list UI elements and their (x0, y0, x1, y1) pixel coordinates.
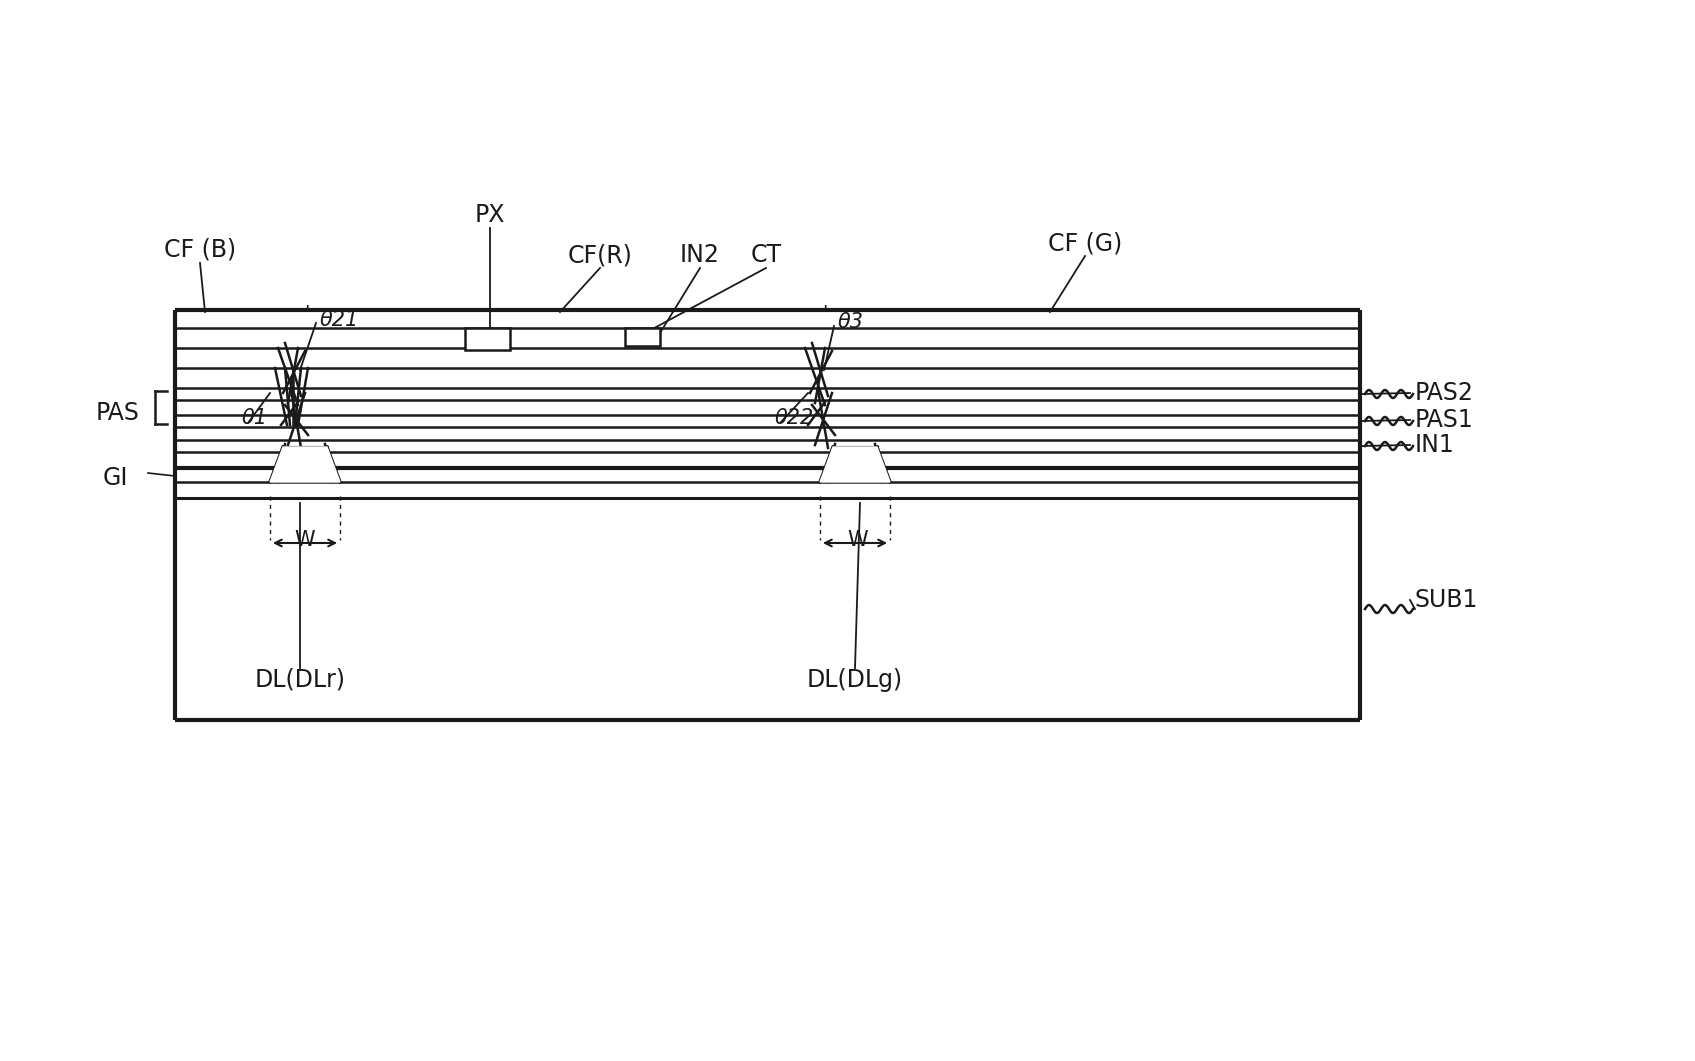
Text: W: W (848, 530, 868, 550)
Polygon shape (820, 447, 890, 482)
Text: W: W (295, 530, 315, 550)
Text: IN1: IN1 (1415, 433, 1454, 457)
Text: ': ' (822, 305, 827, 324)
Text: DL(DLr): DL(DLr) (254, 668, 346, 692)
Text: PAS: PAS (97, 401, 141, 425)
Text: CF(R): CF(R) (568, 243, 632, 267)
Text: SUB1: SUB1 (1415, 588, 1478, 612)
Text: θ22: θ22 (775, 408, 814, 428)
Text: θ1: θ1 (242, 408, 268, 428)
Text: ': ' (305, 303, 310, 323)
Text: CT: CT (751, 243, 781, 267)
Text: PAS2: PAS2 (1415, 381, 1475, 405)
Text: DL(DLg): DL(DLg) (807, 668, 903, 692)
Text: θ3: θ3 (837, 312, 864, 332)
Text: IN2: IN2 (680, 243, 720, 267)
Text: PX: PX (475, 203, 505, 227)
Polygon shape (270, 447, 341, 482)
Bar (464, 328, 510, 350)
Text: θ21: θ21 (320, 310, 359, 330)
Text: CF (B): CF (B) (164, 238, 236, 262)
Bar (625, 328, 659, 346)
Text: CF (G): CF (G) (1048, 231, 1122, 255)
Text: GI: GI (102, 466, 127, 490)
Text: PAS1: PAS1 (1415, 408, 1473, 432)
